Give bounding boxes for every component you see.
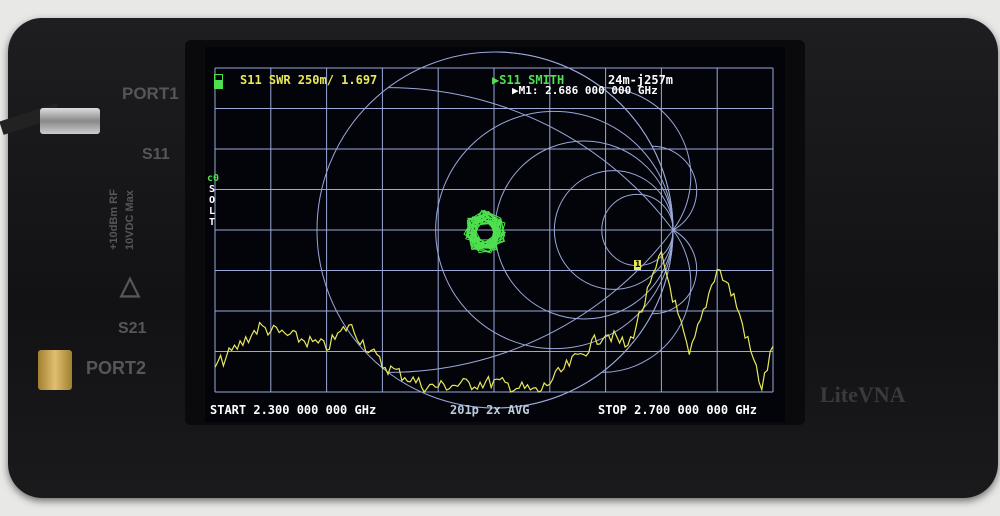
cal-status[interactable]: c0 S O L T bbox=[207, 173, 220, 228]
start-frequency[interactable]: START 2.300 000 000 GHz bbox=[210, 403, 377, 417]
s11-label: S11 bbox=[142, 146, 170, 163]
smith-arc bbox=[388, 87, 674, 231]
cal-s: S bbox=[208, 184, 216, 195]
cal-o: O bbox=[208, 195, 216, 206]
port2-connector bbox=[38, 350, 72, 390]
trace2-value: 24m-j257m bbox=[608, 73, 674, 87]
cal-set: c0 bbox=[207, 173, 220, 184]
smith-arc bbox=[494, 51, 674, 231]
cal-l: L bbox=[208, 206, 216, 217]
port1-label: PORT1 bbox=[122, 84, 179, 103]
brand-logo: LiteVNA bbox=[820, 382, 906, 407]
marker-text: M1: 2.686 000 000 GHz bbox=[518, 84, 658, 97]
plot-area bbox=[214, 51, 774, 409]
smith-trace bbox=[463, 209, 507, 254]
vna-screen: S11 SWR 250m/ 1.697 ▶S11 SMITH 24m-j257m… bbox=[205, 47, 785, 422]
trace1-label[interactable]: S11 SWR 250m/ 1.697 bbox=[240, 73, 378, 87]
smith-arc bbox=[652, 229, 698, 315]
cal-t: T bbox=[208, 217, 216, 228]
s21-label: S21 bbox=[118, 320, 147, 337]
smith-arc bbox=[494, 229, 674, 409]
battery-icon bbox=[214, 74, 223, 89]
marker-1-badge[interactable]: 1 bbox=[634, 260, 642, 270]
rating-dc: 10VDC Max bbox=[124, 190, 136, 250]
port2-label: PORT2 bbox=[86, 358, 147, 378]
smith-arc bbox=[388, 229, 674, 373]
smith-arc bbox=[652, 145, 698, 231]
rating-rf: +10dBm RF bbox=[108, 189, 120, 250]
smith-arc bbox=[601, 87, 692, 231]
port1-connector bbox=[40, 108, 100, 134]
trace2-name-text: S11 SMITH bbox=[499, 73, 565, 87]
trace2-name[interactable]: ▶S11 SMITH bbox=[492, 73, 565, 87]
marker-readout[interactable]: ▶M1: 2.686 000 000 GHz bbox=[512, 84, 658, 97]
warning-icon: △ bbox=[120, 270, 140, 300]
swr-trace bbox=[214, 249, 774, 394]
points-avg[interactable]: 201p 2x AVG bbox=[450, 403, 530, 417]
stop-frequency[interactable]: STOP 2.700 000 000 GHz bbox=[598, 403, 757, 417]
